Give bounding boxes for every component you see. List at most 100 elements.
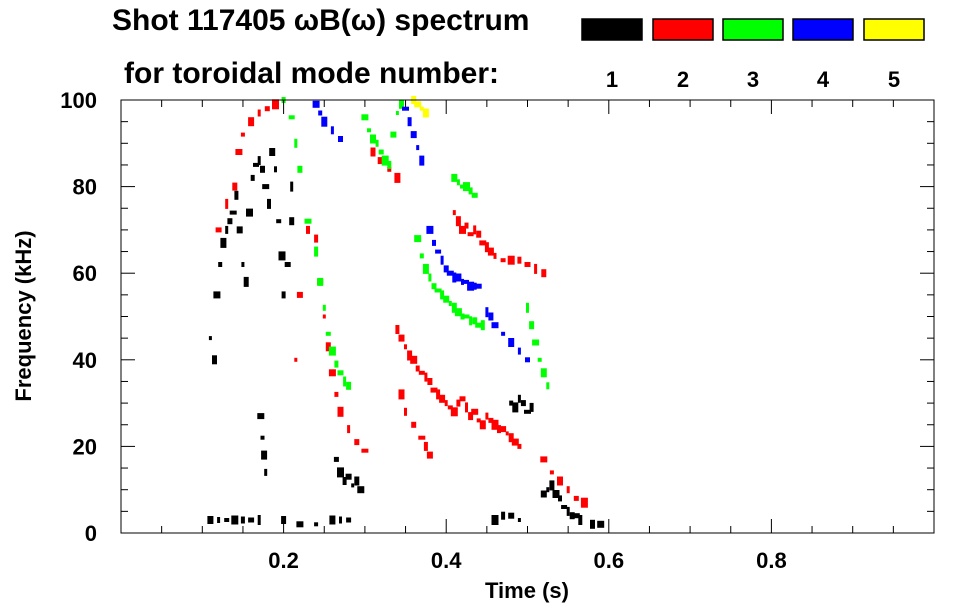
series-1-point — [296, 521, 304, 528]
series-2-point — [264, 106, 270, 112]
series-1-point — [208, 336, 212, 341]
series-2-point — [459, 396, 466, 402]
series-2-point — [500, 426, 507, 433]
series-2-point — [426, 451, 433, 459]
series-1-point — [569, 512, 575, 520]
series-3-point — [451, 173, 458, 182]
series-1-point — [546, 487, 550, 493]
series-1-point — [257, 413, 265, 420]
series-5 — [411, 96, 429, 118]
series-3-point — [428, 273, 432, 282]
series-2-point — [573, 495, 579, 501]
series-2-point — [524, 262, 531, 267]
series-2-point — [334, 391, 339, 397]
series-1-point — [509, 400, 514, 406]
legend-label-mode-2: 2 — [677, 67, 689, 92]
x-tick-label: 0.2 — [268, 548, 299, 573]
series-2-point — [476, 230, 482, 238]
series-3-point — [361, 114, 369, 121]
series-3-point — [451, 302, 457, 313]
series-2-point — [361, 448, 369, 453]
series-2-point — [447, 405, 453, 410]
series-1-point — [246, 208, 253, 217]
series-2-point — [387, 166, 392, 172]
series-3-point — [395, 111, 399, 115]
series-2-point — [484, 242, 489, 253]
series-1-point — [339, 516, 342, 524]
series-2-point — [439, 394, 446, 403]
series-1-point — [260, 165, 265, 173]
series-3-point — [475, 322, 483, 328]
series-4-point — [475, 283, 482, 289]
series-3-point — [471, 192, 478, 198]
series-1-point — [357, 486, 365, 494]
series-1-point — [240, 516, 245, 524]
series-1-point — [345, 473, 352, 480]
series-2-point — [452, 210, 456, 216]
axes: 0.2 0.4 0.6 0.8 0 20 40 60 80 100 — [60, 88, 935, 573]
series-2-point — [534, 263, 538, 274]
series-2-point — [325, 342, 331, 352]
series-3-point — [370, 134, 376, 144]
series-1-point — [248, 517, 255, 523]
series-2-point — [423, 441, 428, 451]
legend-swatch-mode-3 — [722, 18, 784, 41]
series-2-point — [404, 344, 407, 350]
series-4-point — [407, 117, 412, 127]
series-4-point — [419, 155, 425, 166]
series-2-point — [487, 247, 494, 256]
series-3-point — [304, 218, 312, 224]
series-1-point — [274, 166, 277, 173]
series-4-point — [318, 110, 323, 116]
series-1-point — [290, 181, 294, 192]
series-2-point — [370, 147, 376, 157]
series-2-point — [517, 443, 522, 449]
series-2-point — [508, 433, 514, 443]
series-2-point — [407, 350, 413, 361]
legend-label-mode-1: 1 — [606, 67, 618, 92]
y-tick-label: 40 — [73, 348, 97, 373]
series-2-point — [272, 99, 279, 110]
series-3-point — [378, 149, 384, 155]
series-2-point — [507, 255, 515, 265]
series-3-point — [526, 302, 529, 313]
series-4-point — [432, 239, 436, 246]
series-1-point — [520, 400, 526, 407]
series-3-point — [431, 283, 437, 290]
series-4-point — [467, 281, 475, 291]
series-4-point — [508, 338, 515, 347]
series-2-point — [491, 419, 499, 430]
series-2-point — [235, 149, 243, 155]
series-2-point — [410, 355, 418, 364]
series-2-point — [418, 370, 425, 375]
series-2-point — [411, 421, 417, 428]
series-1-point — [561, 505, 568, 509]
series-2-point — [415, 365, 420, 372]
series-2-point — [430, 387, 438, 393]
legend-swatch-mode-5 — [863, 18, 925, 41]
series-3-point — [328, 346, 336, 356]
series-2-point — [232, 182, 238, 191]
series-1-point — [236, 226, 243, 234]
series-3-point — [325, 331, 331, 336]
series-2-point — [306, 225, 310, 234]
series-2-point — [398, 389, 405, 400]
series-1-point — [501, 511, 506, 520]
series-2-point — [427, 378, 433, 385]
series-4-point — [416, 145, 420, 151]
series-4-point — [485, 307, 489, 318]
series-2-point — [215, 227, 222, 233]
series-4-point — [464, 279, 469, 284]
series-2-point — [296, 291, 303, 298]
series-4-point — [321, 116, 328, 127]
series-2-point — [436, 389, 441, 400]
series-3-point — [460, 313, 465, 320]
series-3-point — [375, 139, 379, 147]
series-5-point — [419, 106, 424, 111]
series-1-point — [351, 483, 355, 488]
series-4-point — [461, 278, 464, 285]
series-2-point — [248, 117, 255, 127]
series-1-point — [278, 251, 286, 261]
y-tick-label: 80 — [73, 175, 97, 200]
series-1-point — [491, 515, 499, 525]
